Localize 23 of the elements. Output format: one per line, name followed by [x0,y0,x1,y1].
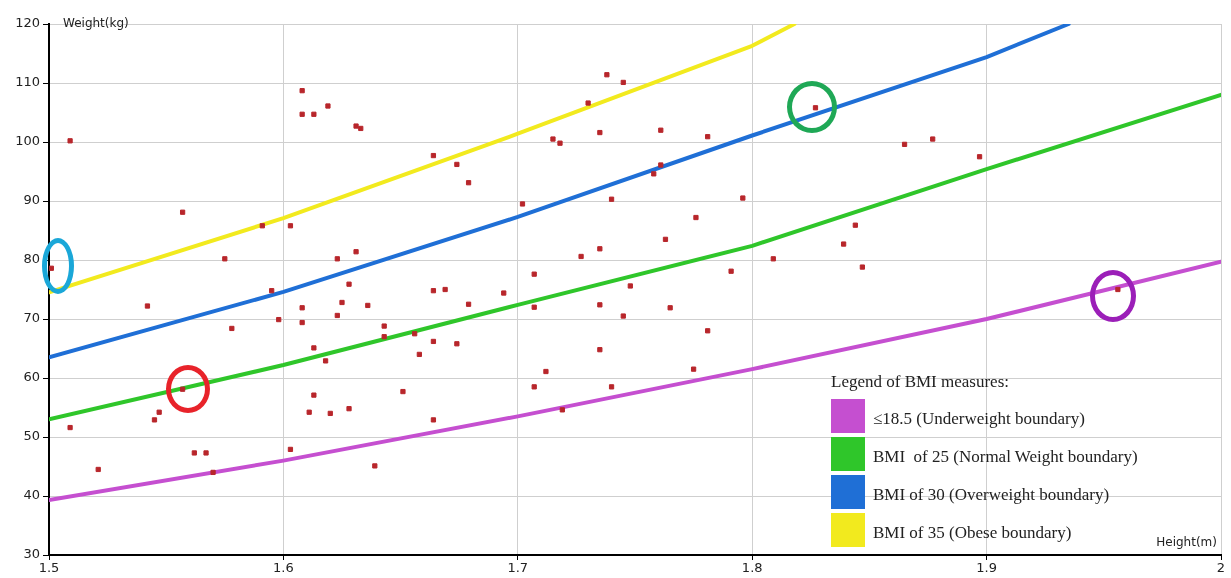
legend-label: BMI of 25 (Normal Weight boundary) [873,447,1138,467]
x-tick-label: 1.7 [507,560,529,576]
legend-label: BMI of 35 (Obese boundary) [873,523,1072,543]
x-tick-label: 2 [1216,560,1226,576]
x-tick-label: 1.8 [741,560,763,576]
y-tick-label: 30 [23,546,40,562]
y-tick-label: 40 [23,487,40,503]
y-tick-label: 80 [23,251,40,267]
y-tick-label: 60 [23,369,40,385]
x-tick-label: 1.6 [273,560,294,576]
legend-title: Legend of BMI measures: [831,372,1009,392]
y-tick-label: 120 [15,15,40,31]
x-tick-label: 1.9 [976,560,997,576]
x-tick-label: 1.5 [38,560,60,576]
y-axis-title: Weight(kg) [63,16,129,31]
legend-label: ≤18.5 (Underweight boundary) [873,409,1085,429]
y-tick-label: 100 [15,133,40,149]
legend-label: BMI of 30 (Overweight boundary) [873,485,1110,505]
y-tick-label: 70 [23,310,40,326]
y-tick-label: 90 [23,192,40,208]
x-axis-title: Height(m) [1156,535,1217,550]
y-tick-label: 110 [15,74,40,90]
y-tick-label: 50 [23,428,40,444]
